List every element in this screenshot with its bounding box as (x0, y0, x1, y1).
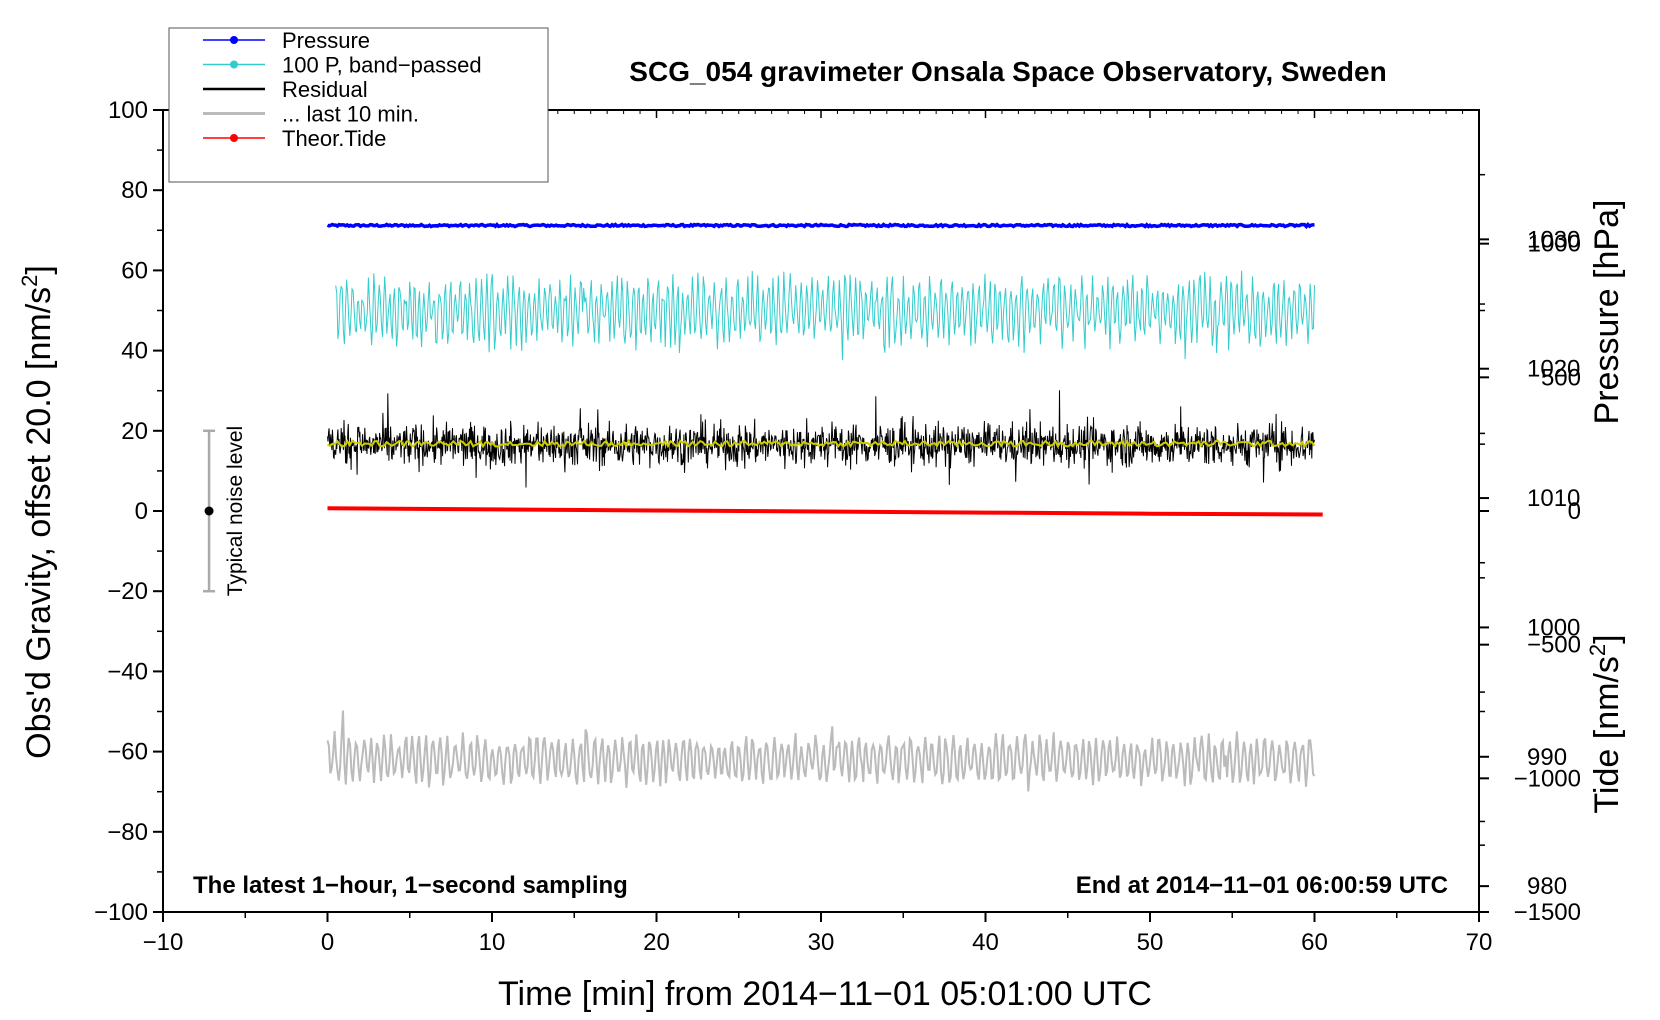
y-tick-label: 80 (121, 177, 148, 204)
legend-marker (230, 36, 238, 44)
legend-label: ... last 10 min. (282, 102, 419, 127)
x-tick-label: 70 (1466, 929, 1493, 956)
y-tick-label: −80 (107, 819, 148, 846)
tide-tick-label: 500 (1541, 364, 1581, 391)
legend-marker (230, 134, 238, 142)
y-tick-label: 0 (135, 498, 148, 525)
y-axis-title-left-sup: 2 (17, 275, 42, 287)
tide-tick-label: −500 (1527, 632, 1581, 659)
pressure-tick-label: 1030 (1527, 226, 1580, 253)
x-tick-label: 30 (808, 929, 835, 956)
y-axis-title-left-close: ] (20, 265, 58, 274)
y-tick-label: 40 (121, 338, 148, 365)
legend-label: Residual (282, 77, 368, 102)
annotation-right: End at 2014−11−01 06:00:59 UTC (1076, 872, 1448, 899)
noise-center-dot (204, 506, 214, 516)
x-tick-label: 60 (1301, 929, 1328, 956)
x-tick-label: 20 (643, 929, 670, 956)
x-tick-label: −10 (143, 929, 184, 956)
noise-indicator: Typical noise level (203, 426, 247, 596)
legend-label: Pressure (282, 28, 370, 53)
annotation-left: The latest 1−hour, 1−second sampling (193, 872, 628, 899)
x-axis-title: Time [min] from 2014−11−01 05:01:00 UTC (498, 975, 1152, 1013)
legend-label: 100 P, band−passed (282, 53, 482, 78)
axis-ticks: −10 0 10 20 30 40 50 60 70−100−80−60−40−20020406… (94, 97, 1581, 956)
y-tick-label: −40 (107, 658, 148, 685)
y-axis-title-tide: Tide [nm/s2] (1585, 634, 1626, 813)
series-theor-tide (327, 506, 1323, 517)
y-axis-title-left-main: Obs'd Gravity, offset 20.0 [nm/s (20, 287, 58, 759)
chart-title: SCG_054 gravimeter Onsala Space Observat… (629, 56, 1386, 87)
series-residual (327, 390, 1315, 488)
y-axis-title-tide-main: Tide [nm/s (1588, 656, 1626, 813)
y-axis-title-left: Obs'd Gravity, offset 20.0 [nm/s2] (17, 265, 58, 759)
series-residual-smoothed (327, 438, 1316, 449)
x-tick-label: 40 (972, 929, 999, 956)
pressure-tick-label: 980 (1527, 873, 1567, 900)
tide-tick-label: 0 (1568, 498, 1581, 525)
x-tick-label: 10 (479, 929, 506, 956)
legend-box (168, 27, 549, 183)
y-axis-title-tide-close: ] (1588, 634, 1626, 643)
pressure-tick-label: 1020 (1527, 356, 1580, 383)
y-axis-title-pressure: Pressure [hPa] (1588, 200, 1626, 425)
noise-label: Typical noise level (224, 426, 247, 596)
tide-tick-label: −1000 (1514, 765, 1581, 792)
legend-label: Theor.Tide (282, 126, 386, 151)
y-tick-label: −20 (107, 578, 148, 605)
pressure-tick-label: 990 (1527, 744, 1567, 771)
y-tick-label: 20 (121, 418, 148, 445)
y-axis-title-tide-sup: 2 (1585, 644, 1610, 656)
data-series (326, 222, 1323, 792)
legend-marker (230, 60, 238, 69)
series-band-passed (335, 270, 1315, 361)
y-tick-label: −60 (107, 739, 148, 766)
series-pressure (326, 222, 1315, 230)
y-tick-label: −100 (94, 899, 148, 926)
series-last-10-min (326, 710, 1316, 792)
x-tick-label: 50 (1137, 929, 1164, 956)
tide-tick-label: 1000 (1528, 231, 1581, 258)
y-tick-label: 60 (121, 257, 148, 284)
pressure-tick-label: 1010 (1527, 485, 1580, 512)
tide-tick-label: −1500 (1514, 899, 1581, 926)
x-tick-label: 0 (321, 929, 334, 956)
y-tick-label: 100 (108, 97, 148, 124)
pressure-tick-label: 1000 (1527, 614, 1580, 641)
